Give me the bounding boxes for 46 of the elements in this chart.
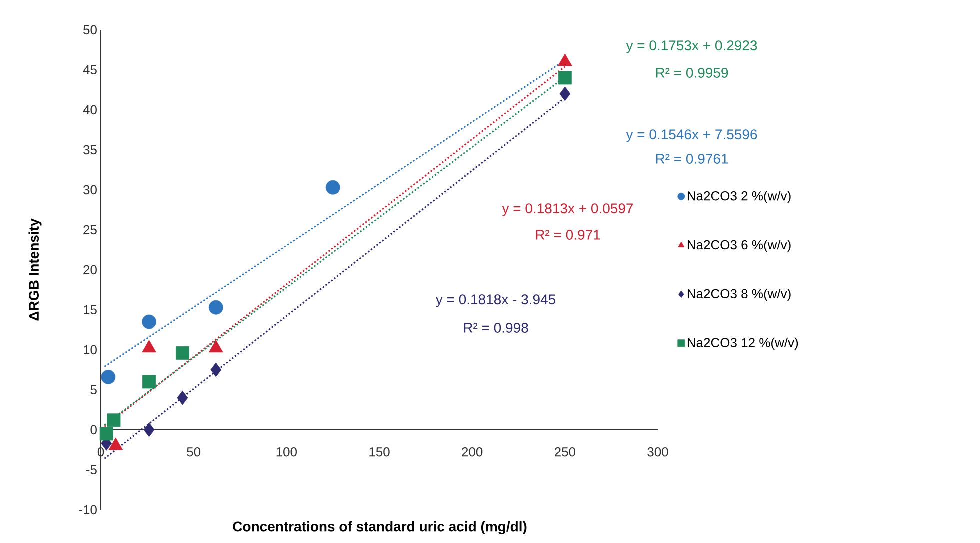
y-tick-label: 0 (90, 425, 97, 435)
y-tick-label: 10 (84, 345, 97, 355)
point (142, 314, 156, 330)
y-tick-label: 20 (84, 265, 97, 275)
point (326, 180, 340, 195)
legend-label: Na2CO3 2 %(w/v) (688, 191, 791, 204)
annotation: y = 0.1753x + 0.2923 (626, 40, 758, 54)
annotation: R² = 0.9959 (656, 68, 728, 78)
y-axis-title: ΔRGB Intensity (28, 218, 42, 321)
point (208, 300, 224, 315)
y-tick-label: 40 (83, 105, 97, 115)
point (177, 390, 188, 406)
x-tick-label: 50 (187, 448, 201, 457)
y-tick-label: 25 (84, 225, 97, 235)
y-tick-label: 5 (90, 385, 97, 395)
legend-label: Na2CO3 12 %(w/v) (688, 338, 798, 350)
legend-label: Na2CO3 8 %(w/v) (688, 288, 791, 302)
annotation: R² = 0.971 (536, 230, 600, 240)
x-tick-label: 250 (554, 448, 576, 457)
x-tick-label: 200 (462, 448, 483, 457)
y-tick-label: 35 (84, 145, 97, 155)
annotation: R² = 0.998 (464, 323, 528, 333)
point (210, 362, 222, 378)
point (558, 71, 572, 85)
point (144, 422, 155, 438)
annotation: y = 0.1546x + 7.5596 (626, 130, 758, 142)
point (107, 414, 121, 428)
annotation: R² = 0.9761 (656, 154, 728, 164)
y-tick-label: 45 (83, 65, 97, 75)
point (176, 346, 190, 360)
x-tick-label: 300 (648, 448, 668, 457)
y-tick-label: 50 (84, 25, 97, 35)
x-tick-label: 100 (276, 448, 298, 457)
point (101, 370, 116, 384)
legend-label: Na2CO3 6 %(w/v) (688, 240, 791, 252)
x-axis-title: Concentrations of standard uric acid (mg/dl) (233, 521, 527, 535)
x-tick-label: 150 (370, 448, 390, 457)
annotation: y = 0.1813x + 0.0597 (502, 204, 634, 216)
point (100, 427, 114, 441)
annotation: y = 0.1818x - 3.945 (436, 294, 556, 308)
y-tick-label: -10 (79, 505, 97, 515)
point (142, 375, 156, 389)
point (560, 86, 571, 102)
y-tick-label: 30 (84, 185, 97, 195)
y-tick-label: -5 (86, 465, 97, 475)
y-tick-label: 15 (84, 305, 97, 315)
